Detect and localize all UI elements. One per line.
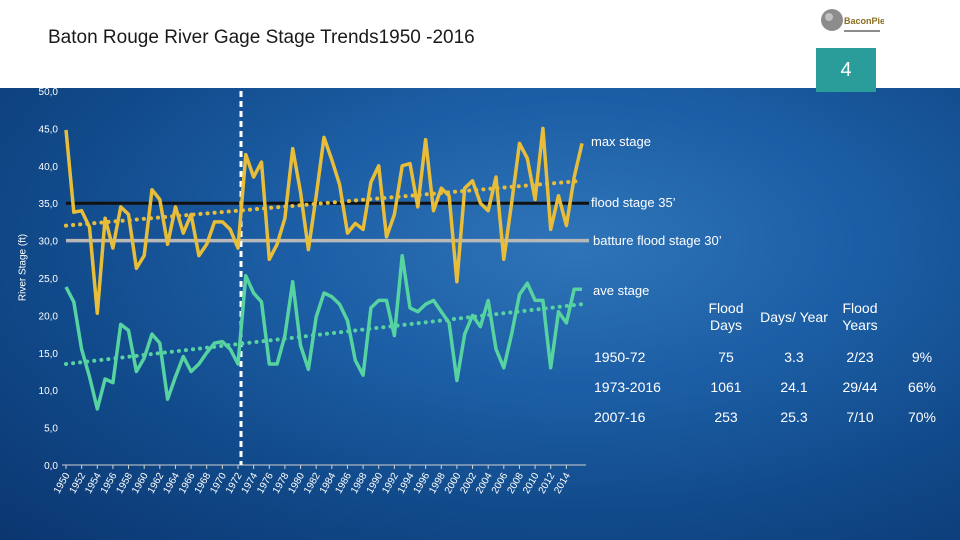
ave-stage-series-line bbox=[64, 253, 582, 411]
flood-table: Flood Days Days/ Year Flood Years 1950-72 75… bbox=[594, 292, 954, 432]
logo-text: BaconPie bbox=[844, 16, 884, 26]
table-cell: 9% bbox=[911, 348, 933, 365]
table-cell: 2/23 bbox=[846, 348, 874, 365]
table-cell: 1950-72 bbox=[594, 348, 646, 365]
table-cell: 66% bbox=[907, 378, 937, 395]
table-cell: 2007-16 bbox=[594, 408, 646, 425]
max-stage-label: max stage bbox=[591, 134, 651, 149]
table-cell: 70% bbox=[907, 408, 937, 425]
y-tick-label: 40,0 bbox=[39, 162, 59, 173]
logo: BaconPie bbox=[821, 9, 884, 32]
table-header-cell bbox=[890, 292, 954, 342]
y-tick-label: 45,0 bbox=[39, 124, 59, 135]
table-cell: 75 bbox=[718, 348, 734, 365]
ave-stage-label: ave stage bbox=[593, 283, 650, 298]
y-tick-label: 25,0 bbox=[39, 274, 59, 285]
y-tick-label: 15,0 bbox=[39, 349, 59, 360]
header-band bbox=[0, 0, 960, 88]
y-tick-label: 20,0 bbox=[39, 311, 59, 322]
max-stage-series-line bbox=[64, 126, 584, 315]
y-tick-label: 10,0 bbox=[39, 386, 59, 397]
y-tick-label: 30,0 bbox=[39, 237, 59, 248]
table-header-cell: Days/ Year bbox=[760, 308, 828, 325]
y-tick-label: 50,0 bbox=[39, 87, 59, 98]
ave-trend-line bbox=[64, 302, 584, 367]
table-cell: 24.1 bbox=[780, 378, 808, 395]
y-tick-label: 35,0 bbox=[39, 199, 59, 210]
slide-number: 4 bbox=[816, 48, 876, 92]
x-tick-label: 2014 bbox=[552, 471, 573, 496]
y-tick-label: 0,0 bbox=[44, 461, 58, 472]
table-header-cell bbox=[594, 292, 694, 342]
table-header-cell: Flood Days bbox=[708, 300, 744, 333]
table-cell: 7/10 bbox=[846, 408, 874, 425]
page-title: Baton Rouge River Gage Stage Trends1950 … bbox=[48, 27, 475, 48]
table-cell: 1973-2016 bbox=[594, 378, 661, 395]
table-cell: 3.3 bbox=[784, 348, 804, 365]
table-header-cell: Flood Years bbox=[842, 300, 878, 333]
batture-stage-label: batture flood stage 30’ bbox=[593, 233, 722, 248]
table-cell: 29/44 bbox=[842, 378, 878, 395]
table-cell: 25.3 bbox=[780, 408, 808, 425]
flood-stage-label: flood stage 35’ bbox=[591, 195, 676, 210]
table-cell: 1061 bbox=[710, 378, 742, 395]
table-cell: 253 bbox=[714, 408, 738, 425]
y-tick-label: 5,0 bbox=[44, 424, 58, 435]
